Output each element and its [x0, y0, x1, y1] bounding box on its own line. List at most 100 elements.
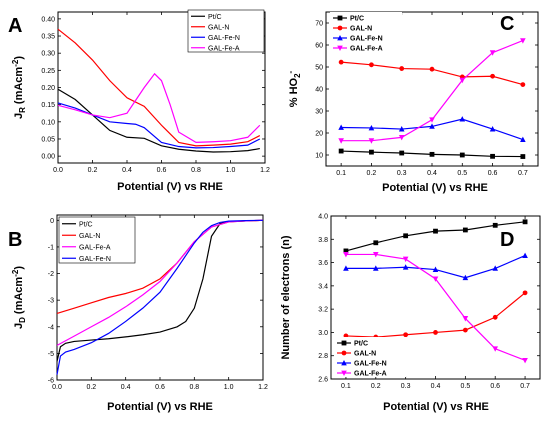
series-line-pt-c: [345, 221, 526, 252]
data-point-gal-fe-n: [520, 136, 526, 142]
y-axis-label-main: % HO: [288, 77, 300, 107]
y-tick-label: -4: [48, 324, 54, 331]
data-point-gal-fe-a: [459, 77, 466, 84]
data-point-gal-n: [399, 66, 405, 71]
y-tick-label: 10: [315, 153, 323, 160]
y-tick-label: 2.8: [318, 353, 328, 360]
x-tick-label: 0.2: [86, 384, 96, 391]
y-axis-label-unit: (mAcm: [13, 67, 25, 105]
data-point-pt-c: [373, 240, 379, 246]
x-tick-label: 0.7: [518, 170, 528, 177]
y-axis-label-close: ): [13, 266, 25, 270]
y-tick-label: 3.6: [318, 260, 328, 267]
legend-label: GAL-N: [354, 351, 376, 358]
panel-d: D 0.1 0.2 0.3 0.4 0.5 0.6 0.7 2.6 2.8 3.0 3.2 3.4 3.6…: [280, 214, 541, 413]
data-point-gal-fe-n: [398, 126, 405, 132]
data-point-gal-fe-a: [462, 316, 469, 322]
y-tick-label: 3.4: [318, 283, 328, 290]
legend-label: GAL-Fe-N: [350, 36, 383, 43]
panel-letter: C: [500, 13, 514, 35]
data-point-pt-c: [429, 151, 435, 157]
series-line-gal-fe-n: [57, 102, 261, 149]
legend-marker: [341, 350, 347, 356]
y-tick-label: 0.20: [41, 85, 55, 92]
y-tick-label: 0.35: [41, 34, 55, 41]
x-tick-label: 0.0: [52, 384, 62, 391]
data-point-pt-c: [459, 152, 465, 158]
data-point-gal-n: [369, 62, 374, 68]
x-tick-label: 0.4: [122, 167, 132, 174]
x-tick-label: 0.7: [520, 383, 530, 390]
y-axis-label-main: J: [13, 113, 25, 119]
x-tick-label: 1.2: [260, 167, 270, 174]
x-tick-label: 0.5: [457, 170, 467, 177]
data-point-gal-fe-n: [492, 265, 499, 271]
y-tick-label: 0.25: [41, 68, 55, 75]
y-axis-label-main: J: [13, 323, 25, 329]
data-point-pt-c: [343, 248, 349, 254]
data-point-gal-n: [522, 290, 528, 296]
data-point-gal-fe-n: [432, 266, 439, 272]
data-point-gal-n: [403, 332, 409, 338]
x-tick-label: 0.5: [460, 383, 470, 390]
legend-marker: [337, 15, 343, 21]
y-tick-label: 3.8: [318, 237, 328, 244]
y-axis-label-superscript: -2: [11, 59, 20, 67]
legend-label: GAL-Fe-A: [354, 371, 387, 378]
data-point-gal-n: [492, 314, 498, 320]
data-point-gal-n: [520, 82, 526, 87]
x-tick-label: 0.4: [121, 384, 131, 391]
data-point-gal-fe-n: [462, 274, 469, 281]
series-line-gal-fe-a: [57, 72, 261, 144]
x-tick-label: 0.6: [490, 383, 500, 390]
legend-label: GAL-Fe-A: [79, 244, 111, 251]
y-axis-label: JD (mAcm-2): [11, 266, 27, 329]
legend-label: GAL-N: [79, 233, 100, 240]
data-point-pt-c: [462, 227, 468, 233]
data-point-gal-n: [462, 327, 468, 333]
panel-b: B 0.0 0.2 0.4 0.6 0.8 1.0 1.2 -6 -5 -4 -3 -2 -1 0 Poten…: [8, 214, 268, 413]
data-point-gal-fe-a: [368, 138, 375, 144]
legend-marker: [341, 370, 347, 376]
data-point-gal-fe-n: [338, 124, 344, 130]
data-point-pt-c: [399, 150, 405, 156]
data-point-pt-c: [433, 228, 438, 234]
y-axis-label-superscript: -2: [11, 269, 20, 277]
y-axis-label-close: ): [13, 56, 25, 60]
y-tick-label: 4.0: [318, 214, 328, 221]
data-point-gal-n: [338, 59, 344, 65]
y-tick-label: 0.15: [41, 102, 55, 109]
legend-label: GAL-N: [208, 24, 229, 31]
y-tick-label: -6: [48, 378, 54, 385]
y-axis-label-subscript: 2: [293, 73, 302, 78]
y-axis-label-subscript: R: [18, 107, 27, 113]
legend-label: GAL-Fe-N: [354, 361, 387, 368]
data-point-gal-fe-n: [402, 264, 409, 270]
data-point-gal-fe-a: [429, 117, 435, 123]
x-tick-label: 1.2: [258, 384, 268, 391]
legend-label: GAL-N: [350, 26, 372, 33]
series-line-pt-c: [56, 219, 264, 362]
data-point-gal-n: [490, 73, 495, 79]
y-axis-label-subscript: D: [18, 317, 27, 323]
y-tick-label: 60: [315, 43, 323, 50]
y-tick-label: 0: [50, 218, 54, 225]
panel-a: A 0.0 0.2 0.4 0.6 0.8 1.0 1.2 0.00 0.05 0.10 0.15 0.…: [8, 9, 270, 193]
panel-c: C 0.1 0.2 0.3 0.4 0.5 0.6 0.7 10 20 30 40 50 60 70 Pote…: [286, 11, 539, 194]
legend-label: GAL-Fe-N: [208, 35, 240, 42]
data-point-pt-c: [522, 219, 528, 225]
legend-label: Pt/C: [79, 221, 93, 228]
y-axis-label: % HO2-: [286, 70, 302, 107]
legend-marker: [337, 25, 343, 31]
data-point-gal-fe-a: [402, 256, 409, 263]
data-point-pt-c: [403, 233, 409, 239]
legend-label: GAL-Fe-A: [208, 45, 240, 52]
legend-label: GAL-Fe-N: [79, 256, 111, 263]
panel-letter: D: [500, 229, 514, 251]
data-point-gal-fe-a: [343, 252, 349, 258]
x-axis-label: Potential (V) vs RHE: [117, 181, 223, 193]
x-tick-label: 0.3: [397, 170, 407, 177]
data-point-gal-fe-n: [372, 265, 379, 271]
legend-label: Pt/C: [350, 16, 364, 23]
x-tick-label: 0.1: [341, 383, 351, 390]
